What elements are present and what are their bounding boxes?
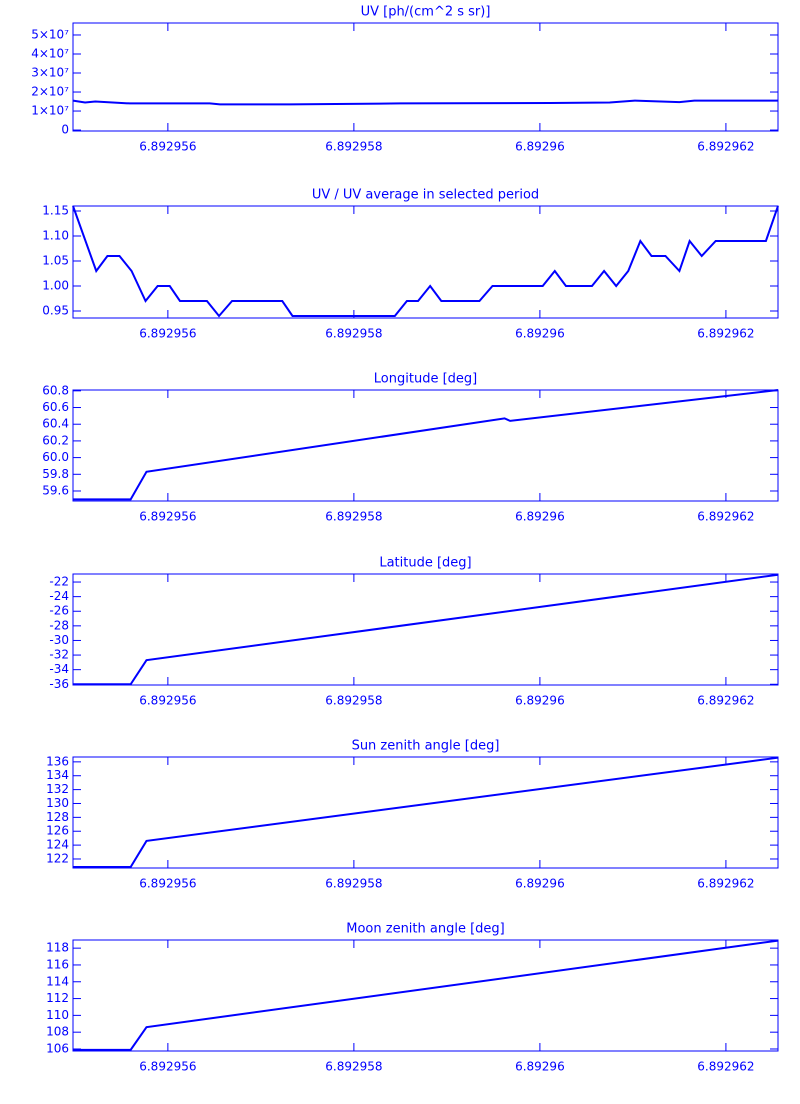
y-tick-label: 0 [61, 123, 69, 137]
y-tick-label: 5×10⁷ [31, 27, 69, 41]
x-tick-label: 6.892958 [325, 327, 382, 341]
y-tick-label: -28 [49, 618, 69, 632]
data-line [72, 99, 778, 106]
x-tick-label: 6.892962 [697, 327, 754, 341]
y-tick-label: -36 [49, 677, 69, 691]
y-tick-label: 1.10 [42, 229, 69, 243]
chart-title: Sun zenith angle [deg] [352, 739, 500, 754]
chart-title: UV / UV average in selected period [312, 188, 539, 203]
y-tick-label: 1.00 [42, 279, 69, 293]
chart-title: Longitude [deg] [374, 372, 477, 387]
x-tick-label: 6.892956 [139, 140, 196, 154]
y-tick-label: -22 [49, 575, 69, 589]
data-line [73, 389, 779, 501]
y-tick-label: 116 [46, 957, 69, 971]
y-tick-label: 124 [46, 838, 69, 852]
data-line [73, 939, 779, 1051]
data-line [72, 205, 779, 318]
y-tick-label: 132 [46, 782, 69, 796]
x-tick-label: 6.892958 [325, 1060, 382, 1074]
x-tick-label: 6.892958 [325, 877, 382, 891]
x-tick-label: 6.89296 [515, 140, 565, 154]
data-line [73, 573, 779, 686]
plot-frame [72, 939, 779, 1052]
x-tick-label: 6.892958 [325, 140, 382, 154]
y-tick-label: -30 [49, 633, 69, 647]
x-tick-label: 6.892956 [139, 694, 196, 708]
plot-frame [72, 756, 779, 869]
x-tick-label: 6.892956 [139, 877, 196, 891]
x-tick-label: 6.892958 [325, 694, 382, 708]
x-tick-label: 6.89296 [515, 877, 565, 891]
y-tick-label: 0.95 [42, 304, 69, 318]
y-tick-label: 1×10⁷ [31, 104, 69, 118]
y-tick-label: 60.4 [42, 417, 69, 431]
y-tick-label: 130 [46, 796, 69, 810]
y-tick-label: 114 [46, 974, 69, 988]
y-tick-label: -32 [49, 648, 69, 662]
y-tick-label: -26 [49, 604, 69, 618]
plot-frame [72, 573, 779, 686]
plot-frame [72, 22, 779, 132]
y-tick-label: 106 [46, 1041, 69, 1055]
x-tick-label: 6.892962 [697, 140, 754, 154]
y-tick-label: 59.8 [42, 467, 69, 481]
y-tick-label: 60.2 [42, 433, 69, 447]
x-tick-label: 6.89296 [515, 1060, 565, 1074]
y-tick-label: 60.6 [42, 400, 69, 414]
y-tick-label: 136 [46, 754, 69, 768]
x-tick-label: 6.892962 [697, 694, 754, 708]
y-tick-label: 128 [46, 810, 69, 824]
y-tick-label: 112 [46, 991, 69, 1005]
y-tick-label: 134 [46, 768, 69, 782]
chart-title: UV [ph/(cm^2 s sr)] [361, 5, 491, 20]
y-tick-label: 2×10⁷ [31, 85, 69, 99]
y-tick-label: 122 [46, 851, 69, 865]
y-tick-label: 4×10⁷ [31, 46, 69, 60]
x-tick-label: 6.892956 [139, 327, 196, 341]
y-tick-label: 60.8 [42, 383, 69, 397]
plot-frame [72, 205, 779, 319]
x-tick-label: 6.892962 [697, 1060, 754, 1074]
y-tick-label: 118 [46, 941, 69, 955]
y-tick-label: 3×10⁷ [31, 66, 69, 80]
x-tick-label: 6.89296 [515, 510, 565, 524]
y-tick-label: -24 [49, 589, 69, 603]
data-line [73, 756, 779, 868]
x-tick-label: 6.89296 [515, 694, 565, 708]
x-tick-label: 6.892956 [139, 510, 196, 524]
x-tick-label: 6.892956 [139, 1060, 196, 1074]
y-tick-label: 126 [46, 824, 69, 838]
x-tick-label: 6.892962 [697, 877, 754, 891]
y-tick-label: 1.05 [42, 254, 69, 268]
x-tick-label: 6.892962 [697, 510, 754, 524]
chart-title: Latitude [deg] [379, 556, 471, 571]
plot-frame [72, 389, 779, 502]
x-tick-label: 6.892958 [325, 510, 382, 524]
chart-title: Moon zenith angle [deg] [346, 922, 504, 937]
y-tick-label: 1.15 [42, 204, 69, 218]
x-tick-label: 6.89296 [515, 327, 565, 341]
y-tick-label: 59.6 [42, 483, 69, 497]
y-tick-label: 108 [46, 1025, 69, 1039]
y-tick-label: 60.0 [42, 450, 69, 464]
y-tick-label: 110 [46, 1008, 69, 1022]
y-tick-label: -34 [49, 662, 69, 676]
